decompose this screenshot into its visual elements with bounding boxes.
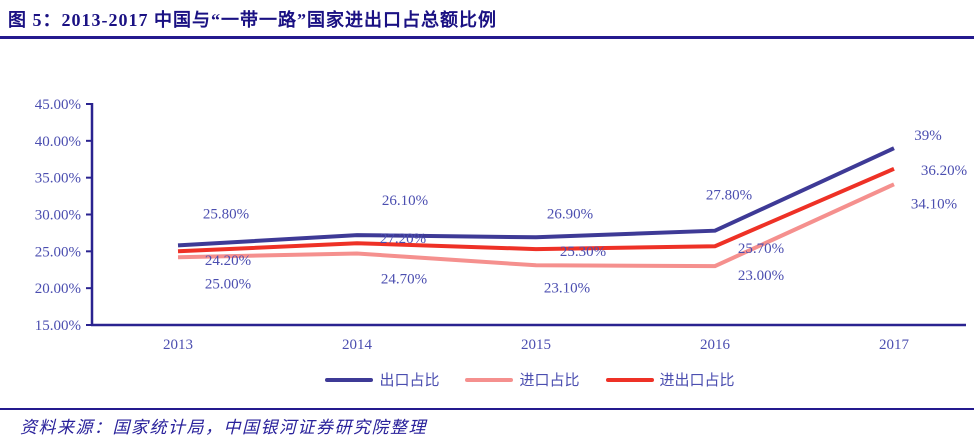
y-tick-label: 20.00% bbox=[35, 281, 81, 297]
legend-item: 进出口占比 bbox=[605, 369, 735, 390]
y-tick-label: 30.00% bbox=[35, 208, 81, 224]
y-tick-label: 25.00% bbox=[35, 244, 81, 260]
title-divider bbox=[0, 36, 974, 39]
year-label: 2014 bbox=[342, 337, 373, 353]
legend-label: 进出口占比 bbox=[659, 373, 735, 389]
year-label: 2013 bbox=[163, 337, 193, 353]
figure-title: 图 5：2013-2017 中国与“一带一路”国家进出口占总额比例 bbox=[8, 10, 497, 30]
y-tick-label: 45.00% bbox=[35, 97, 81, 113]
data-label: 39% bbox=[914, 128, 942, 144]
series-line-1 bbox=[177, 182, 895, 269]
series-lines bbox=[177, 146, 895, 269]
year-label: 2017 bbox=[879, 337, 910, 353]
y-axis-tick-labels: 45.00% 40.00% 35.00% 30.00% 25.00% 20.00% 15.0… bbox=[35, 97, 92, 334]
data-label: 27.80% bbox=[706, 188, 752, 204]
series-line-0 bbox=[177, 146, 895, 248]
data-label: 24.20% bbox=[205, 253, 251, 269]
data-label: 23.10% bbox=[544, 280, 590, 296]
y-tick-label: 40.00% bbox=[35, 134, 81, 150]
data-label: 23.00% bbox=[738, 268, 784, 284]
source-note: 资料来源：国家统计局，中国银河证券研究院整理 bbox=[20, 418, 427, 437]
data-label: 26.90% bbox=[547, 206, 593, 222]
data-label: 25.00% bbox=[205, 276, 251, 292]
data-label: 26.10% bbox=[382, 193, 428, 209]
y-tick-label: 35.00% bbox=[35, 171, 81, 187]
data-label: 34.10% bbox=[911, 196, 957, 212]
data-label: 27.20% bbox=[380, 231, 426, 247]
x-axis-year-labels: 2013 2014 2015 2016 2017 bbox=[163, 337, 910, 353]
data-point-labels: 25.80% 27.20% 26.90% 27.80% 39% 24.20% 24.70% 2… bbox=[203, 128, 967, 296]
legend-swatch bbox=[465, 377, 514, 382]
data-label: 36.20% bbox=[921, 163, 967, 179]
footer-divider bbox=[0, 408, 974, 410]
data-label: 25.70% bbox=[738, 241, 784, 257]
legend-label: 出口占比 bbox=[379, 373, 440, 389]
data-label: 25.30% bbox=[560, 244, 606, 260]
year-label: 2016 bbox=[700, 337, 731, 353]
legend-swatch bbox=[325, 377, 374, 382]
chart-legend: 出口占比 进口占比 进出口占比 bbox=[0, 369, 974, 390]
series-line-2 bbox=[177, 166, 895, 254]
legend-item: 进口占比 bbox=[465, 369, 580, 390]
legend-swatch bbox=[605, 377, 654, 382]
legend-label: 进口占比 bbox=[519, 373, 580, 389]
legend-item: 出口占比 bbox=[325, 369, 439, 390]
data-label: 24.70% bbox=[381, 272, 427, 288]
data-label: 25.80% bbox=[203, 206, 249, 222]
y-tick-label: 15.00% bbox=[35, 318, 81, 334]
year-label: 2015 bbox=[521, 337, 551, 353]
